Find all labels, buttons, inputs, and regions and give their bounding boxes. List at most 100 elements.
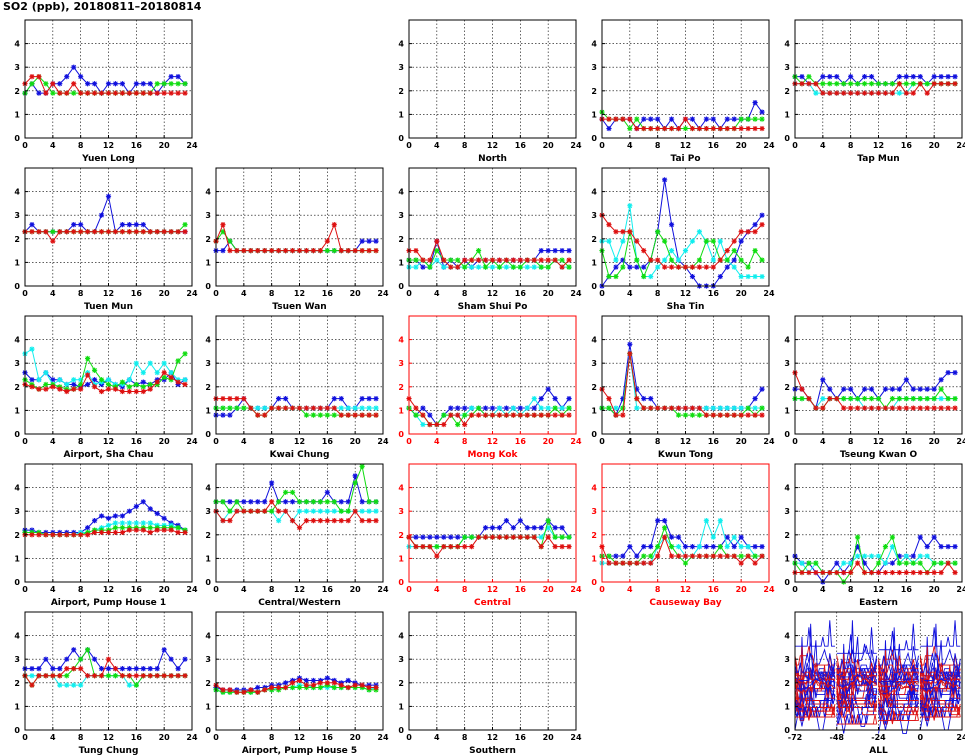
y-tick-label: 2 xyxy=(784,679,790,688)
x-tick-label: 12 xyxy=(680,289,691,298)
data-point-blue xyxy=(71,381,77,388)
data-point-red xyxy=(903,405,909,411)
y-tick-label: 1 xyxy=(591,258,597,267)
data-point-green xyxy=(78,656,84,662)
x-tick-label: 24 xyxy=(763,437,775,446)
y-tick-label: 0 xyxy=(14,134,20,143)
data-point-cyan xyxy=(510,405,516,411)
data-point-red xyxy=(538,257,544,263)
data-point-cyan xyxy=(682,248,689,254)
x-tick-label: 0 xyxy=(599,289,605,298)
data-point-blue xyxy=(91,81,98,87)
data-point-green xyxy=(482,264,489,270)
x-tick-label: 4 xyxy=(50,585,56,594)
x-tick-label: 12 xyxy=(873,585,884,594)
data-point-blue xyxy=(724,264,730,270)
data-point-blue xyxy=(71,64,77,70)
y-tick-label: 4 xyxy=(398,336,404,345)
data-point-cyan xyxy=(717,238,723,244)
data-point-red xyxy=(545,534,551,540)
series-line-green xyxy=(601,230,763,278)
data-point-cyan xyxy=(738,405,744,411)
data-point-green xyxy=(175,81,181,87)
data-point-red xyxy=(848,405,854,411)
x-tick-label: 24 xyxy=(570,733,582,742)
data-point-cyan xyxy=(731,405,737,411)
x-tick-label: 16 xyxy=(322,733,334,742)
data-point-blue xyxy=(531,405,537,411)
x-tick-label: 20 xyxy=(543,437,555,446)
data-point-cyan xyxy=(724,405,730,411)
data-point-red xyxy=(627,116,633,122)
series-line-red xyxy=(216,398,377,416)
data-point-red xyxy=(566,257,572,263)
data-point-green xyxy=(161,374,167,380)
data-point-red xyxy=(675,125,682,132)
data-point-red xyxy=(71,386,77,392)
data-point-cyan xyxy=(917,553,923,559)
data-point-green xyxy=(182,81,188,87)
data-point-red xyxy=(220,518,226,524)
data-point-blue xyxy=(140,81,146,87)
data-point-cyan xyxy=(262,405,268,411)
data-point-blue xyxy=(641,396,647,402)
data-point-green xyxy=(182,222,188,228)
y-tick-label: 3 xyxy=(591,359,597,368)
data-point-blue xyxy=(924,544,930,550)
data-point-blue xyxy=(276,396,282,402)
data-point-red xyxy=(71,229,77,235)
data-point-cyan xyxy=(559,405,565,411)
x-tick-label: 4 xyxy=(820,585,826,594)
data-point-blue xyxy=(627,341,633,347)
data-point-red xyxy=(952,569,958,576)
x-tick-label: 0 xyxy=(406,289,412,298)
data-point-red xyxy=(682,553,689,559)
y-tick-label: 3 xyxy=(784,507,790,516)
data-point-red xyxy=(855,560,861,566)
data-point-blue xyxy=(682,544,689,550)
series-line-all xyxy=(794,685,836,712)
data-point-red xyxy=(759,553,765,559)
x-tick-label: 24 xyxy=(570,141,582,150)
series-line-all xyxy=(836,675,877,690)
data-point-blue xyxy=(861,386,868,392)
data-point-red xyxy=(126,388,132,395)
series-line-red xyxy=(794,372,956,409)
data-point-green xyxy=(682,412,689,418)
data-point-red xyxy=(352,508,358,514)
series-line-cyan xyxy=(602,205,763,278)
data-point-red xyxy=(668,553,675,559)
data-point-blue xyxy=(338,396,344,402)
data-point-red xyxy=(448,544,454,550)
data-point-cyan xyxy=(662,257,668,263)
data-point-blue xyxy=(324,489,330,495)
series-line-cyan xyxy=(25,675,186,686)
series-line-green xyxy=(24,353,186,390)
data-point-red xyxy=(276,508,282,514)
data-point-green xyxy=(282,489,289,495)
data-point-red xyxy=(420,257,426,263)
y-tick-label: 3 xyxy=(398,655,404,664)
data-point-red xyxy=(538,412,544,418)
data-point-green xyxy=(848,81,854,87)
y-tick-label: 0 xyxy=(398,134,404,143)
data-point-green xyxy=(359,463,365,469)
data-point-red xyxy=(98,529,105,536)
data-point-cyan xyxy=(731,534,737,540)
data-point-red xyxy=(559,264,565,270)
data-point-red xyxy=(175,673,181,679)
data-point-red xyxy=(234,396,240,402)
data-point-cyan xyxy=(359,405,365,411)
y-tick-label: 0 xyxy=(591,282,597,291)
data-point-red xyxy=(71,532,77,538)
series-line-blue xyxy=(215,677,377,691)
data-point-red xyxy=(310,248,317,254)
data-point-red xyxy=(752,560,758,566)
data-point-blue xyxy=(359,238,365,244)
data-point-red xyxy=(917,405,923,411)
data-point-red xyxy=(262,508,268,514)
data-point-green xyxy=(317,684,323,691)
data-point-blue xyxy=(641,544,647,550)
x-tick-label: 12 xyxy=(873,437,884,446)
x-tick-label: 0 xyxy=(599,141,605,150)
